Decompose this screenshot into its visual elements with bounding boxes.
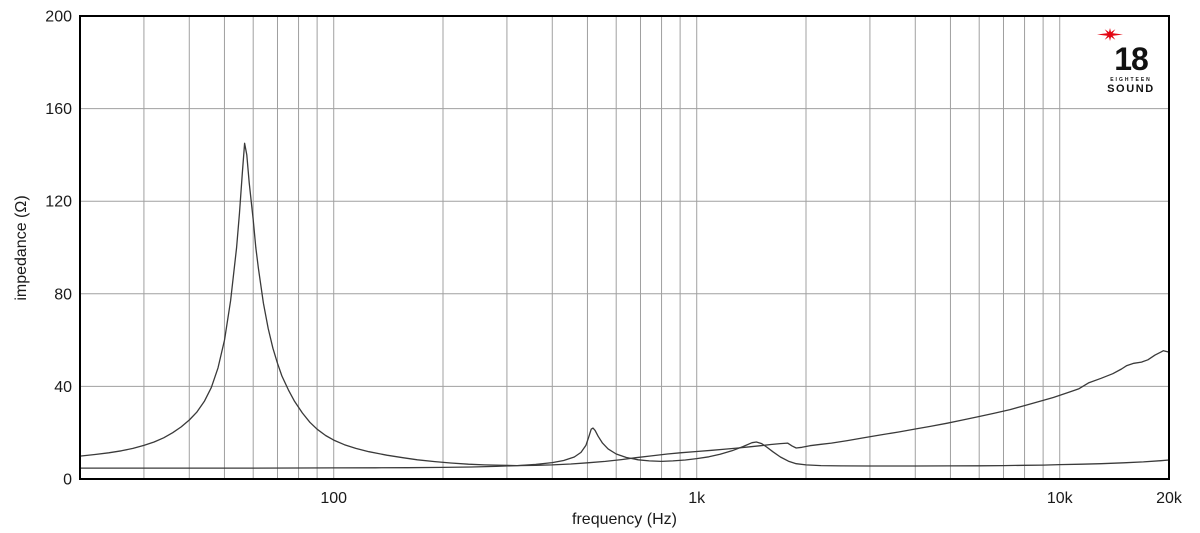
star-center [1107,32,1113,37]
impedance-curve-main [79,142,1170,467]
logo-brand-text: SOUND [1107,83,1155,95]
y-tick-label: 40 [54,379,72,396]
x-tick-label: 10k [1047,490,1074,507]
y-tick-label: 120 [45,194,72,211]
x-tick-label: 100 [320,490,347,507]
starburst-icon [1097,28,1123,41]
y-axis-label: impedance (Ω) [13,195,30,301]
y-tick-label: 160 [45,101,72,118]
star-ray [1110,32,1123,37]
x-axis-label: frequency (Hz) [572,511,677,528]
logo-number: 18 [1114,41,1149,77]
x-tick-label: 1k [688,490,706,507]
impedance-curve-secondary [79,427,1170,469]
logo-brand-small-text: EIGHTEEN [1110,77,1152,83]
y-tick-label: 80 [54,286,72,303]
y-tick-label: 200 [45,9,72,26]
x-tick-label: 20k [1156,490,1183,507]
star-ray [1097,32,1110,37]
plot-frame [79,15,1170,480]
y-tick-label: 0 [63,472,72,489]
brand-logo: 18 EIGHTEEN SOUND [1096,27,1166,95]
